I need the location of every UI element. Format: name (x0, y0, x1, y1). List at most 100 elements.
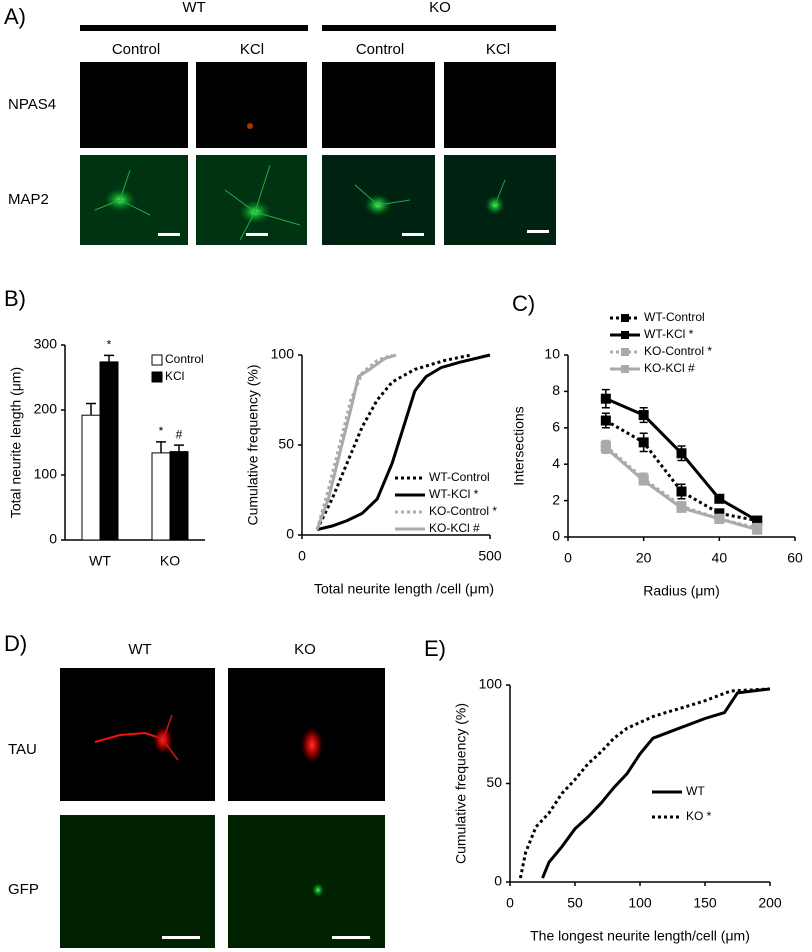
legend-label: WT-Control (644, 310, 705, 324)
x-axis-label: The longest neurite length/cell (μm) (530, 928, 750, 944)
legend-label: KCl (165, 369, 184, 383)
panel-letter: C) (512, 291, 535, 316)
marker (600, 442, 611, 453)
row-label: TAU (8, 741, 37, 758)
bar (169, 451, 189, 541)
y-tick-label: 50 (486, 774, 502, 790)
row-label: NPAS4 (8, 96, 56, 113)
legend-label: KO-KCl # (429, 521, 480, 535)
y-axis-label: Total neurite length (μm) (8, 367, 24, 518)
x-tick-label: 500 (478, 548, 502, 564)
y-tick-label: 0 (552, 528, 560, 544)
legend-label: WT-Control (429, 470, 490, 484)
marker (676, 448, 687, 459)
marker (714, 508, 725, 519)
significance: # (176, 427, 183, 441)
panel-letter: A) (4, 4, 26, 29)
legend-marker (621, 331, 629, 339)
bar (81, 414, 101, 541)
y-tick-label: 0 (49, 531, 57, 547)
marker (638, 410, 649, 421)
marker (752, 515, 763, 526)
bar (151, 452, 171, 541)
x-tick-label: 40 (712, 550, 728, 566)
legend-label: KO * (686, 809, 712, 823)
row-label: GFP (8, 881, 39, 898)
marker (676, 486, 687, 497)
group-label: KO (429, 0, 451, 16)
marker (638, 475, 649, 486)
x-tick-label: KO (160, 553, 180, 569)
y-axis-label: Intersections (511, 406, 527, 485)
legend-marker (621, 348, 629, 356)
legend-marker (621, 314, 629, 322)
error-bar (104, 354, 114, 362)
x-tick-label: 200 (758, 895, 782, 911)
x-tick-label: 20 (636, 550, 652, 566)
column-label: KO (294, 641, 316, 658)
panel-letter: E) (424, 636, 446, 661)
significance: * (159, 424, 164, 438)
marker (752, 524, 763, 535)
micrographs-a (80, 62, 556, 245)
bar (99, 361, 119, 541)
y-tick-label: 2 (552, 491, 560, 507)
error-bar (156, 441, 166, 453)
micrographs-d (60, 668, 385, 948)
y-tick-label: 100 (271, 346, 295, 362)
marker (638, 437, 649, 448)
group-bar (322, 25, 556, 31)
legend-label: WT (686, 784, 705, 798)
panel-letter: D) (4, 631, 27, 656)
y-tick-label: 0 (286, 526, 294, 542)
y-axis-label: Cumulative frequency (%) (453, 703, 469, 864)
legend-label: WT-KCl * (644, 327, 694, 341)
y-tick-label: 200 (34, 401, 58, 417)
legend-label: WT-KCl * (429, 487, 479, 501)
marker (600, 393, 611, 404)
group-label: WT (182, 0, 205, 16)
legend-marker (621, 365, 629, 373)
row-label: MAP2 (8, 191, 49, 208)
y-tick-label: 4 (552, 455, 560, 471)
legend-swatch (151, 371, 163, 383)
x-tick-label: 60 (787, 550, 803, 566)
series-line (315, 353, 393, 531)
y-tick-label: 8 (552, 382, 560, 398)
y-tick-label: 0 (494, 873, 502, 889)
y-tick-label: 50 (278, 436, 294, 452)
marker (714, 493, 725, 504)
series-line (316, 353, 491, 532)
x-tick-label: 0 (298, 548, 306, 564)
legend-label: Control (165, 352, 204, 366)
marker (676, 502, 687, 513)
x-tick-label: 100 (628, 895, 652, 911)
condition-label: KCl (486, 41, 510, 58)
condition-label: KCl (240, 41, 264, 58)
y-tick-label: 100 (479, 676, 503, 692)
legend-swatch (151, 354, 163, 366)
condition-label: Control (356, 41, 404, 58)
y-tick-label: 10 (544, 346, 560, 362)
marker (714, 513, 725, 524)
legend-label: KO-Control * (644, 344, 712, 358)
y-axis-label: Cumulative frequency (%) (245, 364, 261, 525)
x-axis-label: Total neurite length /cell (μm) (314, 581, 494, 597)
series-line (541, 687, 771, 879)
significance: * (107, 338, 112, 352)
legend-label: KO-Control * (429, 504, 497, 518)
legend-label: KO-KCl # (644, 361, 695, 375)
x-tick-label: 150 (693, 895, 717, 911)
x-tick-label: 0 (564, 550, 572, 566)
y-tick-label: 100 (34, 466, 58, 482)
y-tick-label: 300 (34, 336, 58, 352)
series-line (315, 353, 397, 531)
x-tick-label: WT (89, 553, 111, 569)
x-tick-label: 50 (567, 895, 583, 911)
x-axis-label: Radius (μm) (643, 583, 720, 599)
error-bar (86, 402, 96, 416)
column-label: WT (128, 641, 151, 658)
panel-letter: B) (4, 286, 26, 311)
